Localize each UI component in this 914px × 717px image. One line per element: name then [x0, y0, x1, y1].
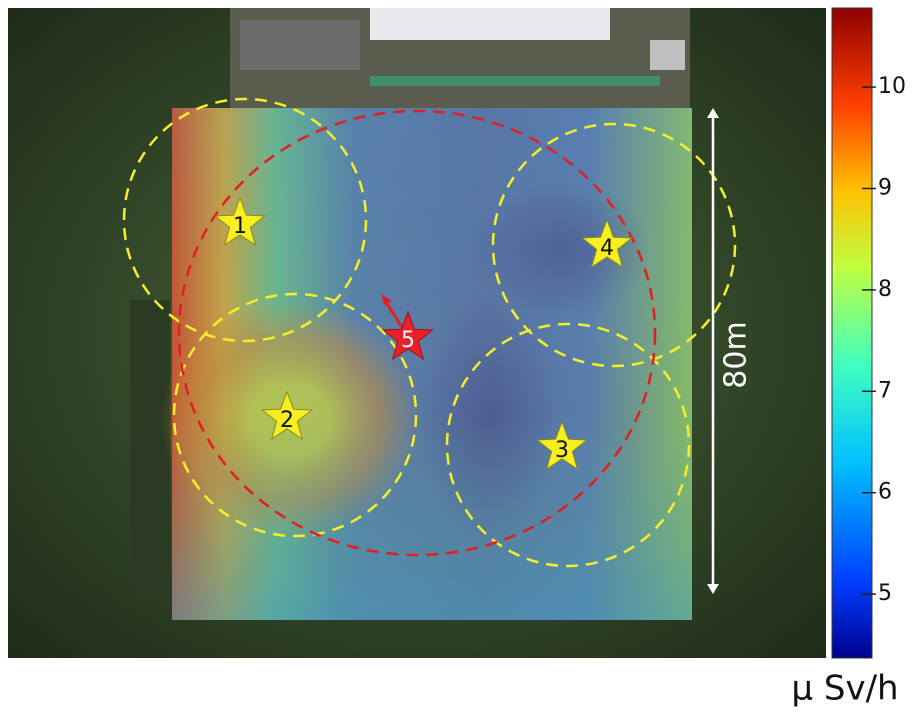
colorbar-tick-label: 5 — [878, 581, 892, 606]
figure: 1 2 3 4 5 80m 5 6 7 8 9 10 μ Sv/h — [0, 0, 914, 713]
marker-label: 3 — [555, 438, 569, 463]
marker-label: 2 — [280, 408, 294, 433]
colorbar-unit: μ Sv/h — [791, 669, 898, 709]
marker-label: 5 — [401, 328, 415, 353]
colorbar-tick-label: 7 — [878, 378, 892, 403]
colorbar-tick-label: 6 — [878, 480, 892, 505]
colorbar-tick-label: 8 — [878, 277, 892, 302]
scale-label: 80m — [719, 321, 754, 388]
colorbar-tick-label: 10 — [878, 74, 906, 99]
colorbar-tick-label: 9 — [878, 175, 892, 200]
marker-label: 4 — [600, 236, 614, 261]
colorbar — [832, 8, 872, 658]
marker-label: 1 — [233, 214, 247, 239]
